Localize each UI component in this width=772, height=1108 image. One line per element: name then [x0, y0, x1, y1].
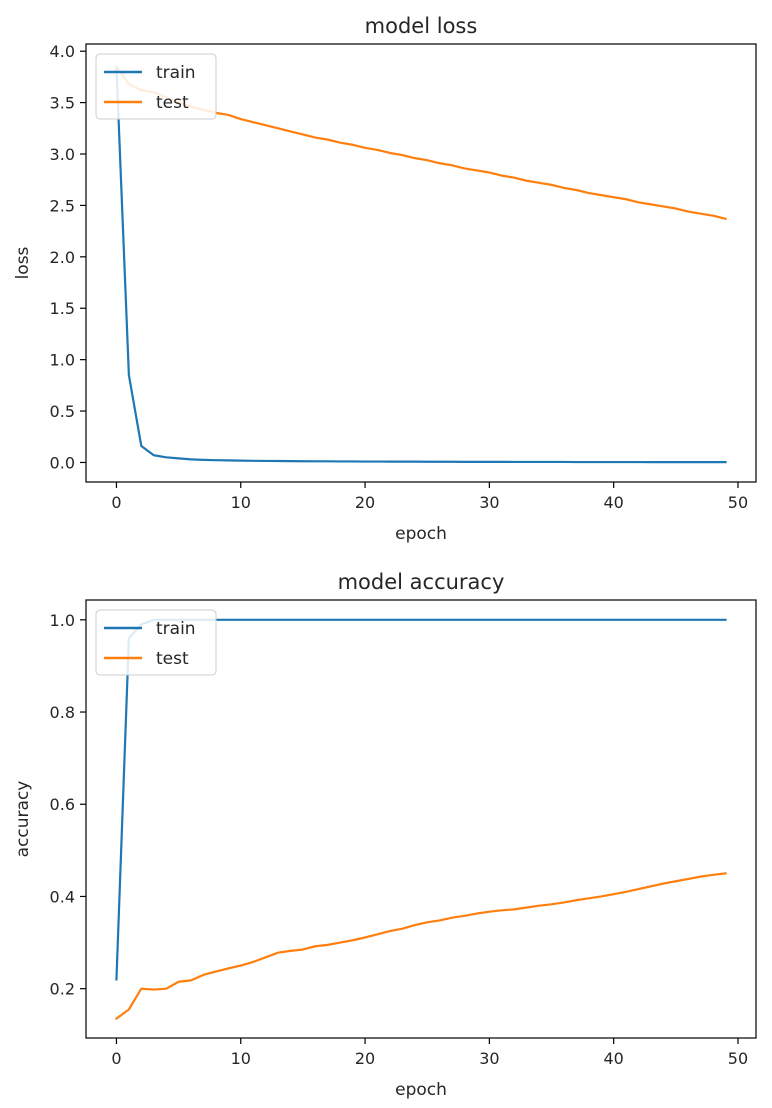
x-axis-label: epoch: [395, 1080, 447, 1100]
x-tick-label: 50: [728, 1049, 748, 1068]
y-tick-label: 0.5: [50, 402, 75, 421]
legend-label-test: test: [156, 649, 189, 669]
x-tick-label: 10: [231, 1049, 251, 1068]
x-tick-label: 50: [728, 493, 748, 512]
y-tick-label: 1.0: [50, 351, 75, 370]
x-tick-label: 0: [111, 493, 121, 512]
y-axis-label: accuracy: [13, 781, 33, 858]
x-tick-label: 20: [355, 1049, 375, 1068]
legend-label-train: train: [156, 619, 196, 639]
x-tick-label: 30: [479, 1049, 499, 1068]
y-tick-label: 2.0: [50, 248, 75, 267]
series-line-train: [115, 618, 727, 981]
y-tick-label: 0.6: [50, 795, 75, 814]
loss-chart: 0 10 20 30 40 50 0.0 0.5 1.0 1.5 2.0 2.5 3.0 3.5 4.0 mo…: [13, 14, 757, 544]
x-tick-label: 40: [603, 1049, 623, 1068]
chart-title: model loss: [365, 14, 478, 38]
y-tick-label: 1.5: [50, 299, 75, 318]
y-tick-label: 3.0: [50, 145, 75, 164]
y-axis-label: loss: [13, 246, 33, 279]
y-tick-label: 1.0: [50, 611, 75, 630]
legend-label-test: test: [156, 93, 189, 113]
x-tick-label: 0: [111, 1049, 121, 1068]
y-tick-label: 2.5: [50, 196, 75, 215]
legend: train test: [95, 609, 217, 676]
y-tick-label: 0.0: [50, 453, 75, 472]
x-tick-label: 20: [355, 493, 375, 512]
y-tick-label: 3.5: [50, 94, 75, 113]
x-tick-label: 40: [603, 493, 623, 512]
x-tick-label: 10: [231, 493, 251, 512]
series-line-test: [114, 872, 727, 1021]
plot-frame: [85, 599, 757, 1039]
y-tick-label: 0.8: [50, 703, 75, 722]
y-tick-label: 0.4: [50, 887, 75, 906]
y-tick-label: 4.0: [50, 42, 75, 61]
plot-frame: [85, 43, 757, 483]
series-line-test: [114, 65, 727, 221]
legend-label-train: train: [156, 63, 196, 83]
y-tick-label: 0.2: [50, 980, 75, 999]
legend: train test: [95, 53, 217, 120]
x-tick-label: 30: [479, 493, 499, 512]
series-line-train: [115, 65, 727, 464]
x-axis-label: epoch: [395, 524, 447, 544]
chart-title: model accuracy: [338, 570, 505, 594]
accuracy-chart: 0 10 20 30 40 50 0.2 0.4 0.6 0.8 1.0 model accuracy…: [13, 570, 757, 1100]
